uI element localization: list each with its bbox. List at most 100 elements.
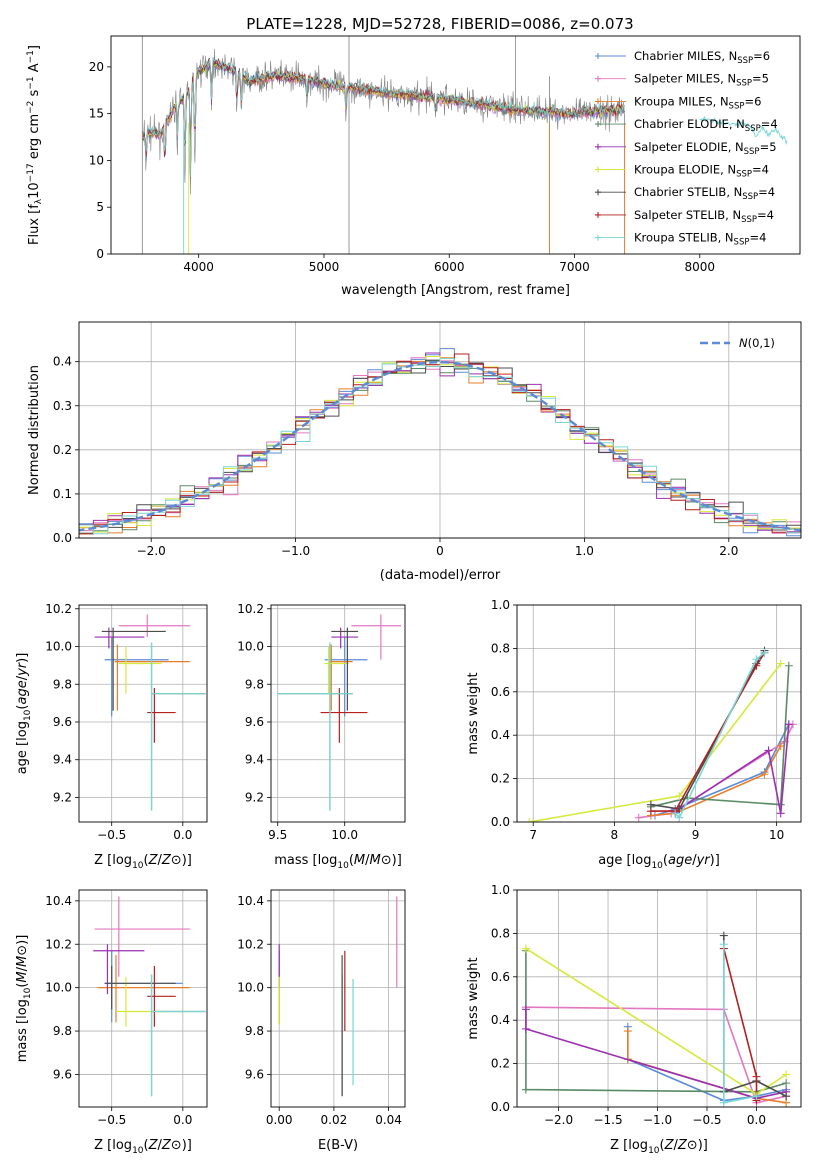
axes-frame [270, 889, 406, 1108]
marker-plus [595, 234, 601, 241]
y-tick-label: 9.6 [53, 715, 72, 729]
x-tick-label: 10.0 [331, 828, 358, 842]
y-tick-label: 9.8 [53, 677, 72, 691]
marker-plus [784, 720, 793, 729]
marker-plus [776, 659, 785, 668]
marker-plus [782, 1079, 791, 1088]
plot-area [521, 931, 791, 1107]
plot-area [94, 614, 206, 811]
x-tick-label: 0.02 [321, 1113, 348, 1127]
x-axis-label: age [log10(age/yr)] [598, 853, 720, 871]
marker-plus [525, 818, 534, 822]
y-tick-label: 10.0 [45, 981, 72, 995]
plot-area [278, 896, 398, 1097]
panel-mass_weight_vs_age: 7 8 9 10 0.0 0.2 0.4 0.6 0.8 1.0 age [log10(age/yr… [466, 598, 802, 871]
y-tick-label: 9.6 [245, 1067, 264, 1081]
y-tick-label: 0.6 [491, 685, 510, 699]
panel-age_vs_Z: −0.5 0.0 9.2 9.4 9.6 9.8 10.0 10.2 Z [log10(Z/Z⊙… [15, 602, 208, 871]
y-axis-label: Normed distribution [27, 365, 42, 495]
x-axis-label: Z [log10(Z/Z⊙)] [610, 1138, 708, 1156]
marker-plus [595, 75, 601, 82]
legend-entry: Salpeter STELIB, NSSP=4 [634, 208, 774, 225]
y-tick-label: 0 [96, 247, 104, 261]
y-tick-label: 0.4 [53, 355, 72, 369]
y-tick-label: 20 [89, 60, 104, 74]
legend-entry: Chabrier STELIB, NSSP=4 [634, 185, 775, 202]
y-tick-label: 9.8 [53, 1024, 72, 1038]
plot-area [141, 36, 788, 254]
model-spectrum-9 [142, 57, 625, 178]
marker-plus [671, 809, 680, 818]
marker-plus [782, 1070, 791, 1079]
axes-frame [78, 889, 208, 1108]
y-tick-label: 15 [89, 107, 104, 121]
y-tick-label: 9.8 [245, 1024, 264, 1038]
y-tick-label: 0.2 [491, 1057, 510, 1071]
x-axis-label: mass [log10(M/M⊙)] [274, 853, 402, 871]
legend: Chabrier MILES, NSSP=6 Salpeter MILES, NS… [595, 49, 778, 248]
y-tick-label: 0.1 [53, 487, 72, 501]
marker-plus [595, 53, 601, 59]
x-tick-label: 7000 [559, 260, 590, 274]
x-tick-label: 9.5 [268, 828, 287, 842]
weight-line-5 [525, 1009, 787, 1100]
y-tick-label: 0.2 [491, 772, 510, 786]
x-axis-label: (data-model)/error [380, 568, 501, 583]
legend-entry: Salpeter MILES, NSSP=5 [634, 72, 769, 89]
legend-entry: N(0,1) [739, 336, 775, 350]
y-tick-label: 0.0 [491, 815, 510, 829]
marker-plus [521, 944, 530, 953]
plot-area [79, 348, 801, 537]
x-tick-label: 7 [529, 828, 537, 842]
y-tick-label: 1.0 [491, 883, 510, 897]
y-axis-label: mass weight [466, 957, 481, 1039]
y-tick-label: 9.4 [53, 753, 72, 767]
y-tick-label: 0.0 [53, 531, 72, 545]
plot-background [271, 890, 405, 1107]
legend-entry: Chabrier ELODIE, NSSP=4 [634, 117, 778, 134]
panels: 4000 5000 6000 7000 8000 0 5 10 15 20 wavelength [… [15, 35, 802, 1156]
weight-line-3 [650, 745, 782, 817]
legend-entry: Chabrier MILES, NSSP=6 [634, 49, 770, 66]
y-tick-label: 9.2 [245, 790, 264, 804]
marker-plus [675, 791, 684, 800]
weight-line-1 [654, 724, 790, 817]
marker-plus [595, 143, 601, 150]
marker-plus [646, 807, 655, 816]
y-tick-label: 10.0 [237, 640, 264, 654]
y-tick-label: 10.2 [45, 602, 72, 616]
panel-mass_vs_Z: −0.5 0.0 9.6 9.8 10.0 10.2 10.4 Z [log10(Z/Z⊙)]… [15, 889, 208, 1156]
panel-age_vs_mass: 9.5 10.0 9.2 9.4 9.6 9.8 10.0 10.2 mass [log10(M… [237, 602, 406, 871]
x-axis-label: Z [log10(Z/Z⊙)] [94, 1138, 192, 1156]
marker-plus [776, 809, 785, 818]
marker-plus [719, 1098, 728, 1107]
panel-mass_weight_vs_Z: −2.0 −1.5 −1.0 −0.5 0.0 0.0 0.2 0.4 0.6 0.8 1.0 Z [… [466, 883, 802, 1156]
x-tick-label: −2.0 [137, 544, 166, 558]
y-tick-label: 9.8 [245, 677, 264, 691]
x-tick-label: 0.0 [173, 1113, 192, 1127]
plot-background [517, 890, 801, 1107]
marker-plus [719, 940, 728, 949]
plot-background [79, 605, 207, 822]
x-tick-label: 9 [692, 828, 700, 842]
legend-entry: Kroupa ELODIE, NSSP=4 [634, 163, 769, 180]
y-axis-label: age [log10(age/yr)] [15, 653, 33, 775]
x-tick-label: 8000 [685, 260, 716, 274]
marker-plus [521, 1085, 530, 1094]
weight-line-2 [525, 1006, 787, 1104]
y-axis-label: Flux [fλ10−17 erg cm−2 s−1 A−1] [26, 45, 44, 245]
x-tick-label: −0.5 [692, 1113, 721, 1127]
x-tick-label: 0.0 [173, 828, 192, 842]
plot-background [517, 605, 801, 822]
x-tick-label: 0.04 [375, 1113, 402, 1127]
x-tick-label: −0.5 [97, 828, 126, 842]
plot-area [525, 646, 797, 822]
y-tick-label: 0.0 [491, 1100, 510, 1114]
y-tick-label: 10.4 [45, 894, 72, 908]
x-tick-label: −1.0 [281, 544, 310, 558]
marker-plus [595, 166, 601, 173]
y-tick-label: 0.4 [491, 1013, 510, 1027]
y-axis-label: mass [log10(M/M⊙)] [15, 935, 33, 1063]
y-tick-label: 10.2 [237, 937, 264, 951]
